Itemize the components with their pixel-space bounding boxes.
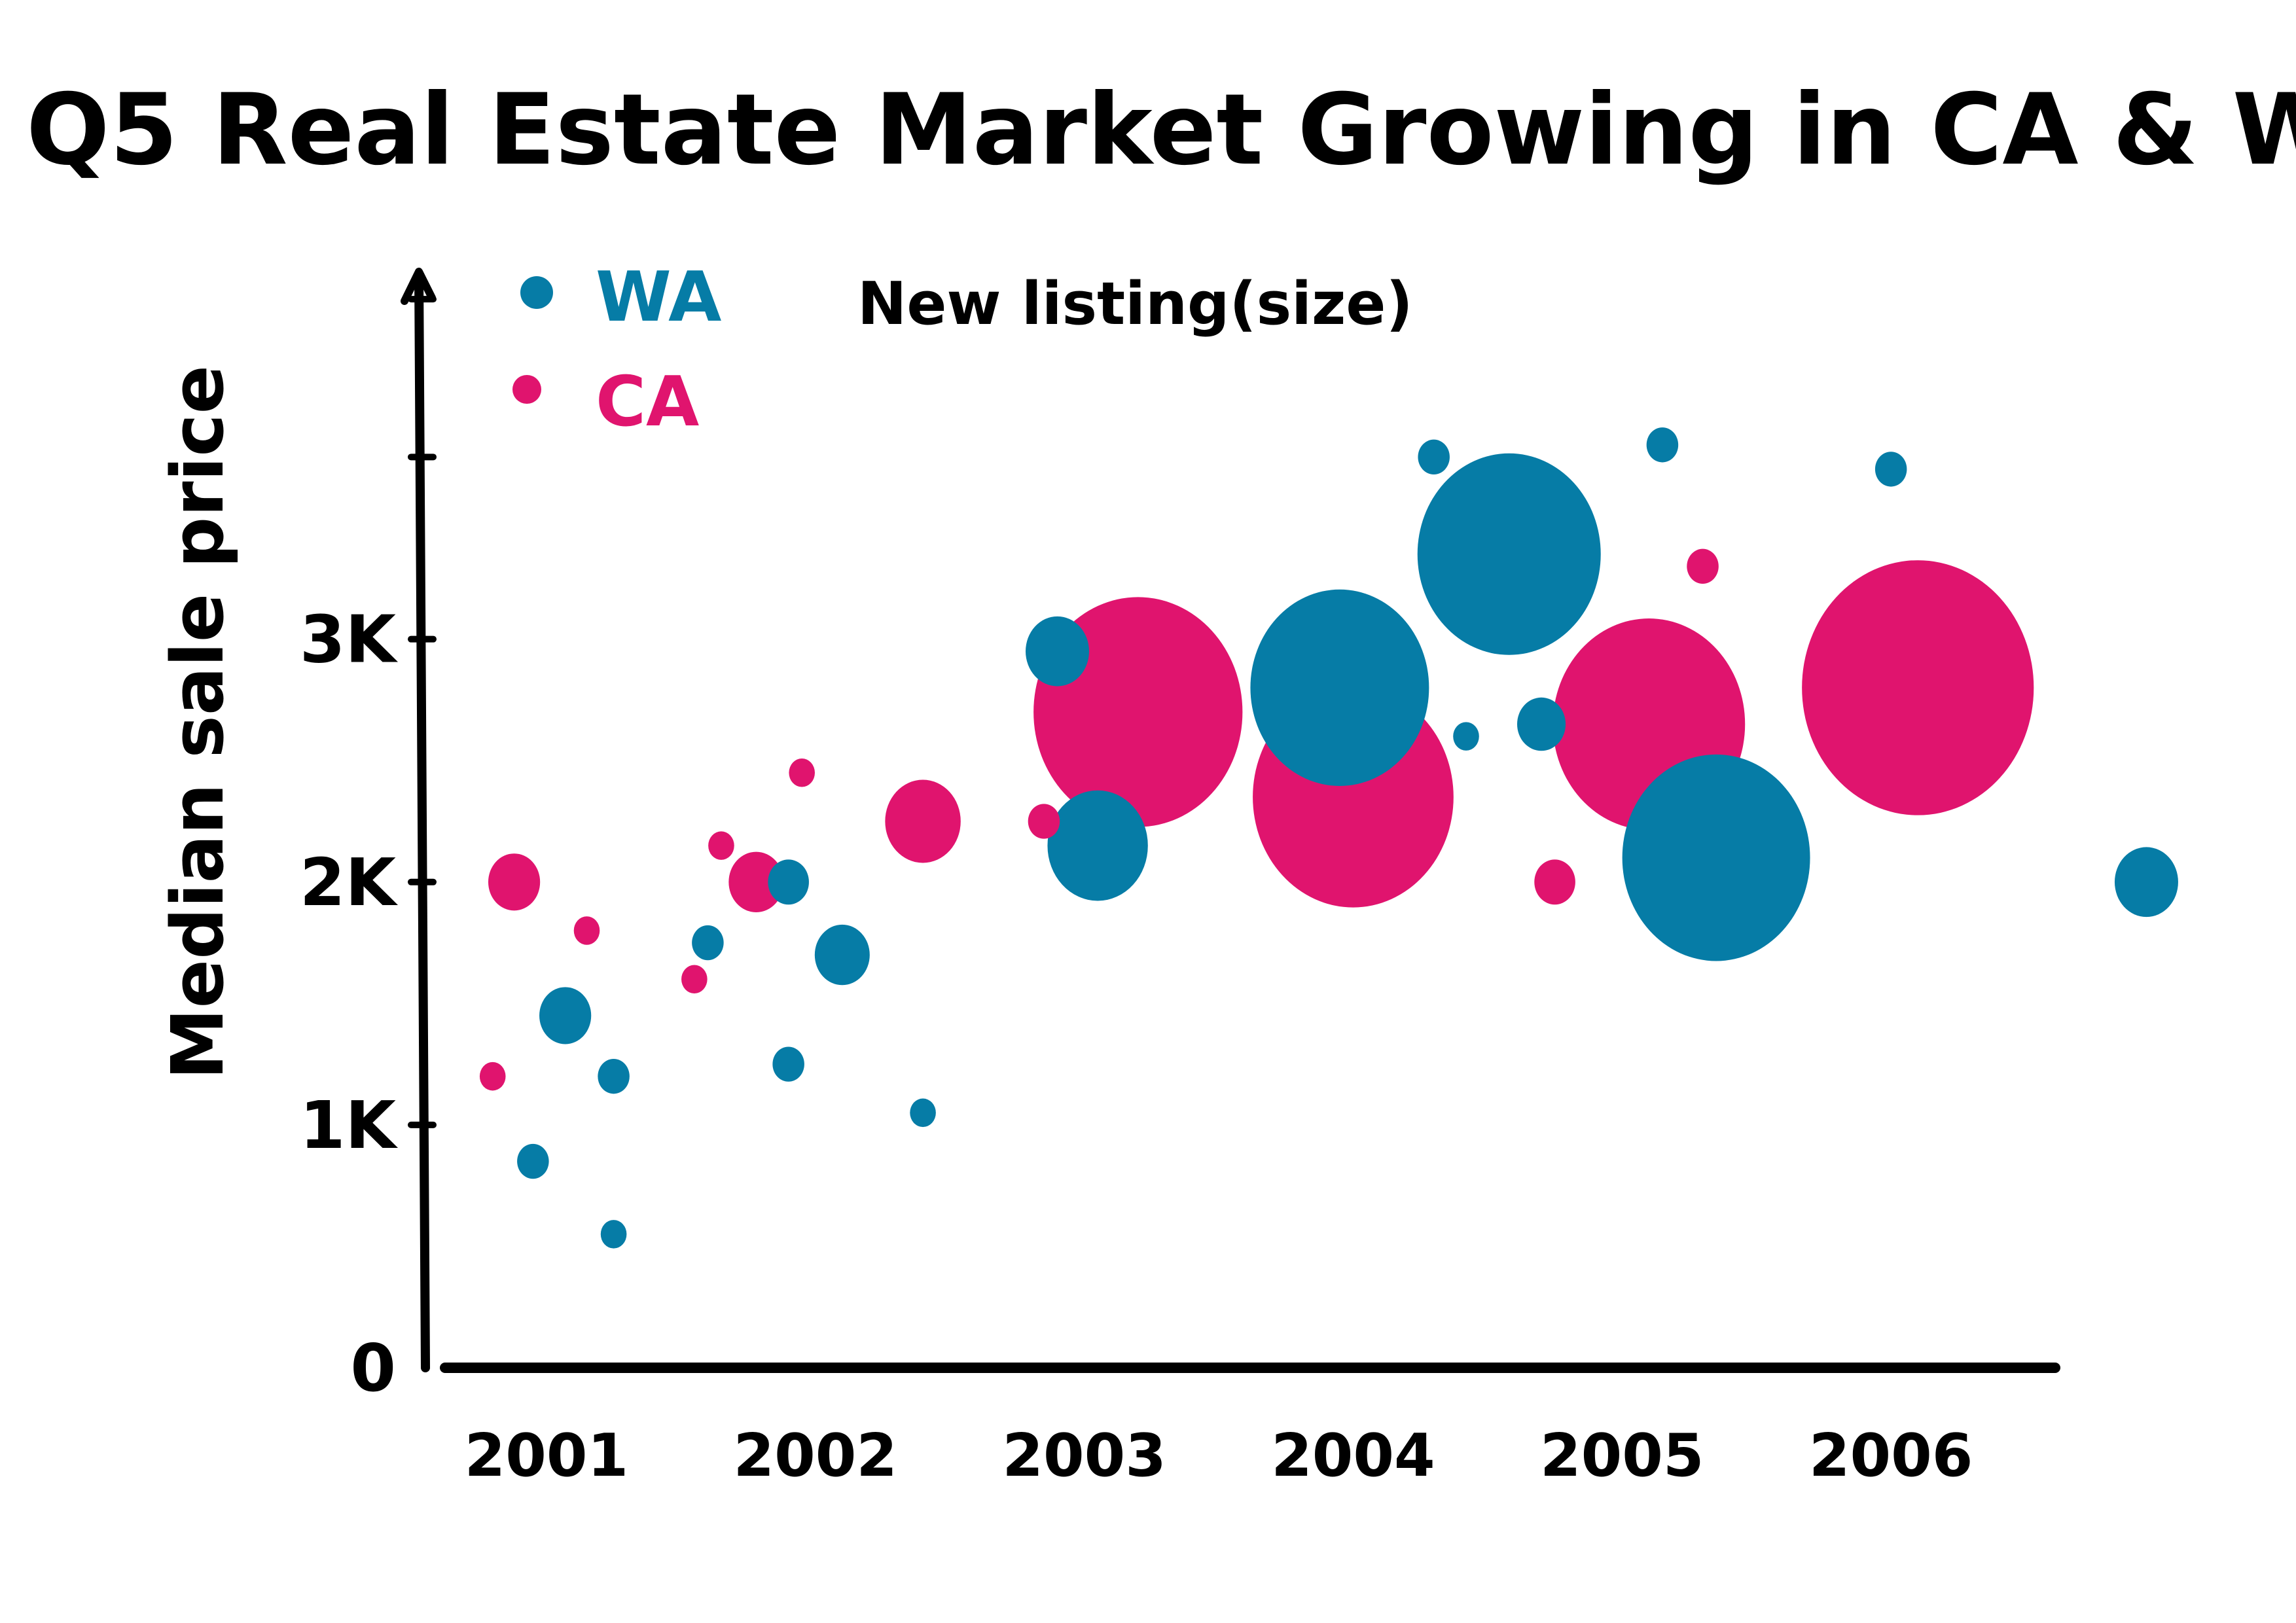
bubble-ca xyxy=(1687,548,1719,584)
bubble-wa xyxy=(1250,589,1429,786)
bubble-ca xyxy=(573,916,600,945)
bubble-wa xyxy=(1516,697,1566,751)
bubble-wa xyxy=(1026,616,1090,687)
x-tick-label: 2006 xyxy=(1809,1421,1973,1490)
bubble-ca xyxy=(479,1061,506,1091)
bubble-wa xyxy=(539,987,592,1044)
bubble-wa xyxy=(910,1098,936,1128)
x-tick-label: 2001 xyxy=(465,1421,629,1490)
bubble-ca xyxy=(1802,560,2034,815)
legend-wa-marker xyxy=(520,276,553,309)
chart-title: Q5 Real Estate Market Growing in CA & WA… xyxy=(26,73,2296,187)
x-tick-label: 2004 xyxy=(1271,1421,1435,1490)
legend: WA CA New listing(size) xyxy=(512,257,1413,442)
bubble-wa xyxy=(768,859,809,905)
bubble-ca xyxy=(1028,804,1060,839)
bubble-wa xyxy=(772,1046,804,1082)
y-tick-label: 0 xyxy=(350,1330,396,1406)
bubble-ca xyxy=(708,831,734,860)
bubble-wa xyxy=(1418,439,1450,475)
bubble-wa xyxy=(814,924,870,986)
y-tick-label: 2K xyxy=(300,844,399,921)
x-ticks: 2001 2002 2003 2004 2005 2006 xyxy=(465,1421,1973,1490)
bubble-wa xyxy=(1453,722,1479,751)
x-tick-label: 2002 xyxy=(733,1421,897,1490)
legend-ca-label: CA xyxy=(596,362,699,442)
bubble-wa xyxy=(598,1058,630,1094)
bubble-ca xyxy=(885,779,961,863)
y-axis-label: Median sale price xyxy=(156,365,240,1080)
bubble-wa xyxy=(1047,790,1148,901)
bubble-ca xyxy=(1534,859,1575,905)
x-tick-label: 2005 xyxy=(1540,1421,1704,1490)
bubble-ca xyxy=(681,965,708,994)
bubble-wa xyxy=(2114,847,2178,918)
y-ticks: 0 1K 2K 3K xyxy=(300,296,437,1406)
bubble-wa xyxy=(1874,452,1907,487)
bubble-wa xyxy=(1417,453,1601,655)
bubble-wa xyxy=(692,925,724,961)
legend-ca-marker xyxy=(512,375,541,404)
bubble-ca xyxy=(728,851,784,912)
bubble-wa xyxy=(517,1143,549,1179)
legend-wa-label: WA xyxy=(596,257,721,337)
size-legend-label: New listing(size) xyxy=(857,270,1413,338)
bubbles xyxy=(479,427,2178,1249)
bubble-ca xyxy=(488,853,541,911)
y-tick-label: 1K xyxy=(300,1087,399,1164)
bubble-ca xyxy=(789,758,815,787)
bubble-wa xyxy=(600,1220,627,1249)
y-axis-arrow xyxy=(401,268,436,305)
y-tick-label: 3K xyxy=(300,601,399,678)
y-axis xyxy=(414,270,430,1372)
bubble-wa xyxy=(1646,427,1679,463)
x-tick-label: 2003 xyxy=(1002,1421,1166,1490)
bubble-wa xyxy=(1622,754,1810,961)
